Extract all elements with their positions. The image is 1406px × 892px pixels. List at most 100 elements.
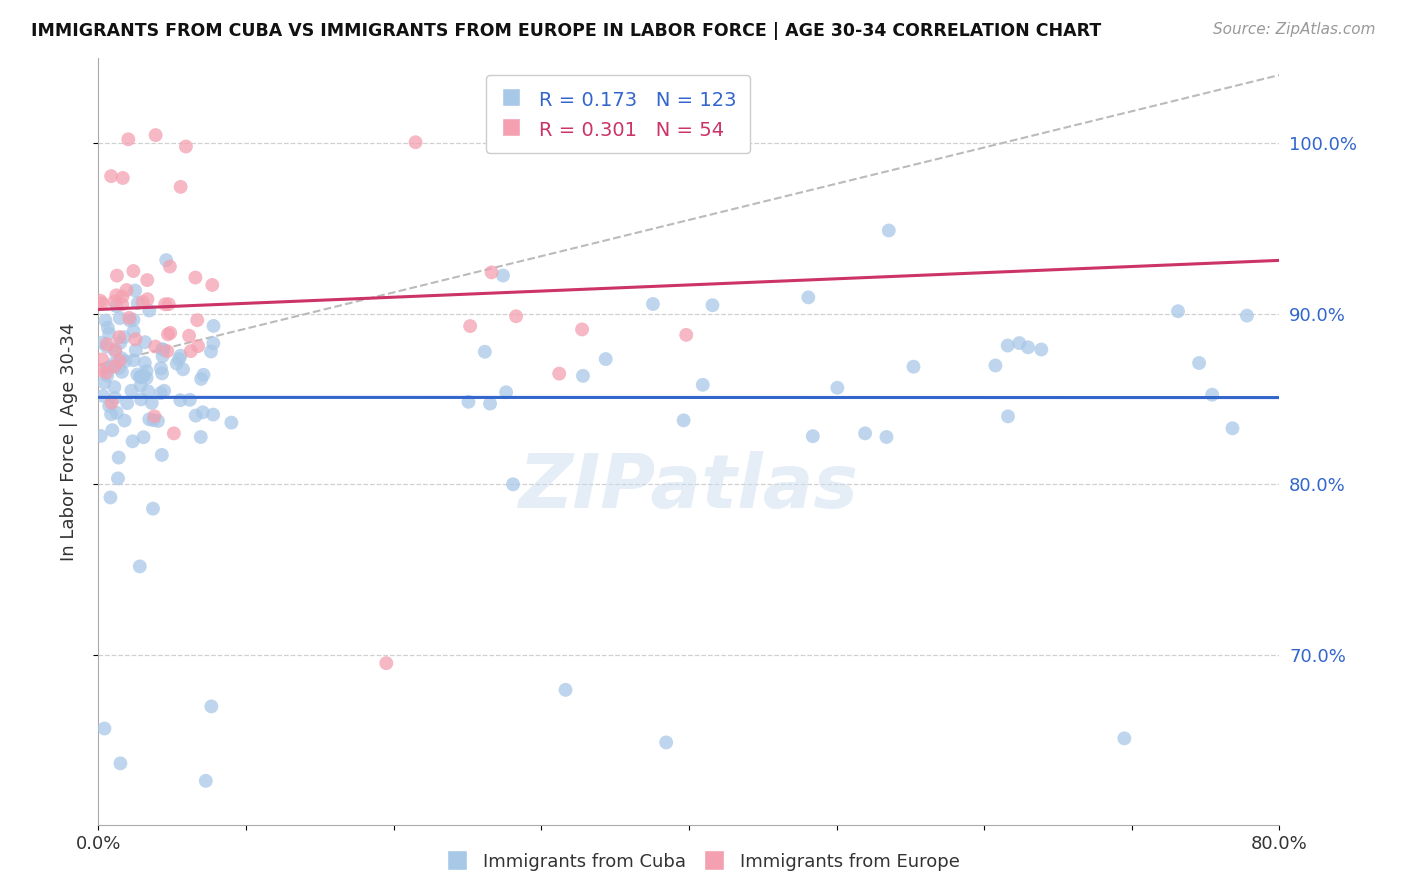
Point: [202, 336, 225, 351]
Point: [903, 359, 925, 374]
Point: [96, 366, 118, 380]
Point: [96, 339, 118, 353]
Point: [96, 361, 118, 376]
Point: [675, 327, 697, 342]
Point: [100, 395, 122, 409]
Point: [104, 391, 127, 405]
Point: [91, 335, 114, 350]
Point: [174, 139, 197, 153]
Point: [112, 330, 135, 344]
Point: [179, 392, 201, 407]
Point: [200, 699, 222, 714]
Point: [105, 288, 128, 302]
Point: [163, 426, 186, 441]
Point: [554, 682, 576, 697]
Point: [110, 335, 132, 350]
Point: [108, 330, 131, 344]
Point: [142, 501, 165, 516]
Point: [1188, 356, 1211, 370]
Point: [495, 385, 517, 400]
Point: [1114, 731, 1136, 746]
Point: [202, 318, 225, 333]
Point: [101, 423, 124, 437]
Point: [1167, 304, 1189, 318]
Point: [153, 297, 176, 311]
Point: [100, 169, 122, 183]
Point: [1236, 309, 1258, 323]
Point: [827, 381, 849, 395]
Point: [152, 343, 174, 357]
Point: [1222, 421, 1244, 435]
Point: [122, 353, 145, 368]
Point: [136, 384, 159, 399]
Point: [641, 297, 664, 311]
Legend: Immigrants from Cuba, Immigrants from Europe: Immigrants from Cuba, Immigrants from Eu…: [439, 845, 967, 879]
Point: [1031, 343, 1053, 357]
Point: [124, 332, 146, 346]
Point: [1201, 387, 1223, 401]
Point: [114, 354, 136, 368]
Point: [146, 414, 169, 428]
Point: [103, 357, 125, 371]
Point: [159, 326, 181, 340]
Point: [177, 328, 200, 343]
Point: [595, 352, 617, 367]
Point: [191, 405, 214, 419]
Point: [104, 343, 127, 357]
Point: [115, 396, 138, 410]
Point: [108, 311, 131, 326]
Point: [97, 320, 120, 334]
Point: [155, 253, 177, 268]
Point: [108, 361, 131, 376]
Point: [571, 322, 593, 336]
Text: ZIPatlas: ZIPatlas: [519, 451, 859, 524]
Point: [127, 296, 149, 310]
Point: [122, 312, 145, 326]
Point: [125, 343, 148, 358]
Point: [96, 368, 118, 383]
Point: [692, 377, 714, 392]
Point: [110, 351, 132, 366]
Point: [797, 290, 820, 304]
Point: [172, 362, 194, 376]
Point: [150, 367, 173, 381]
Point: [132, 368, 155, 383]
Point: [149, 386, 172, 401]
Point: [169, 180, 191, 194]
Point: [517, 134, 540, 148]
Point: [548, 367, 571, 381]
Point: [169, 393, 191, 408]
Point: [152, 349, 174, 363]
Point: [143, 339, 166, 353]
Point: [120, 384, 142, 398]
Point: [492, 268, 515, 283]
Point: [122, 264, 145, 278]
Point: [502, 477, 524, 491]
Point: [184, 409, 207, 423]
Point: [159, 260, 181, 274]
Point: [131, 369, 153, 384]
Point: [984, 359, 1007, 373]
Point: [91, 352, 114, 367]
Point: [134, 335, 156, 350]
Point: [187, 339, 209, 353]
Point: [104, 344, 127, 359]
Point: [105, 406, 128, 420]
Point: [877, 223, 900, 237]
Point: [202, 408, 225, 422]
Point: [90, 429, 112, 443]
Point: [458, 319, 481, 334]
Point: [114, 413, 136, 427]
Point: [655, 735, 678, 749]
Point: [479, 396, 502, 410]
Point: [108, 353, 131, 368]
Text: Source: ZipAtlas.com: Source: ZipAtlas.com: [1212, 22, 1375, 37]
Point: [136, 273, 159, 287]
Point: [184, 270, 207, 285]
Point: [107, 471, 129, 485]
Point: [194, 773, 217, 788]
Point: [572, 368, 595, 383]
Point: [180, 344, 202, 359]
Point: [167, 351, 190, 366]
Point: [150, 448, 173, 462]
